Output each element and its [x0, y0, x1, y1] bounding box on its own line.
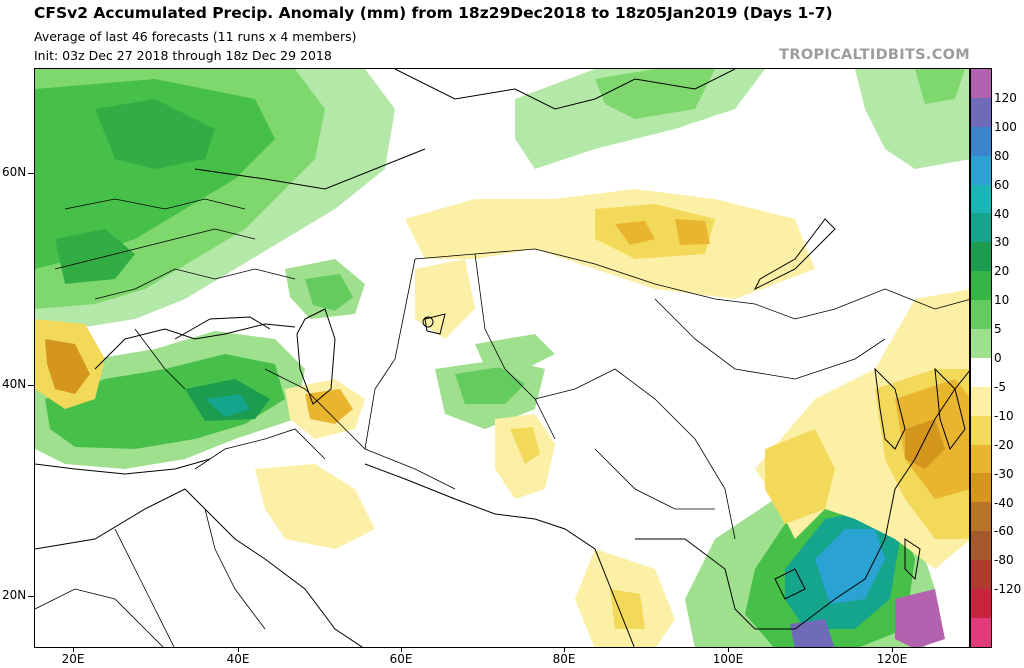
- lon-tick: [564, 647, 565, 652]
- colorbar-label: 120: [994, 90, 1017, 105]
- colorbar-segment: [971, 97, 991, 127]
- lat-label-20n: 20N: [2, 588, 27, 602]
- dry-anomaly-iran: [255, 379, 555, 549]
- lon-tick: [728, 647, 729, 652]
- colorbar-segment: [971, 271, 991, 301]
- map-subtitle-init: Init: 03z Dec 27 2018 through 18z Dec 29…: [34, 48, 332, 63]
- map-subtitle-runs: Average of last 46 forecasts (11 runs x …: [34, 29, 357, 44]
- lon-tick: [238, 647, 239, 652]
- dry-anomaly-mongolia: [405, 189, 815, 339]
- wet-anomaly-siberia: [515, 69, 969, 169]
- colorbar-segment: [971, 386, 991, 416]
- colorbar-label: 40: [994, 206, 1010, 221]
- lat-label-60n: 60N: [2, 165, 27, 179]
- lon-label-60e: 60E: [389, 652, 413, 666]
- colorbar-segment: [971, 502, 991, 532]
- colorbar-label: -5: [994, 379, 1006, 394]
- lon-label-40e: 40E: [226, 652, 250, 666]
- colorbar-segment: [971, 329, 991, 358]
- lon-label-20e: 20E: [61, 652, 85, 666]
- colorbar-segment: [971, 184, 991, 214]
- dry-anomaly-balkans: [35, 319, 105, 409]
- lon-tick: [892, 647, 893, 652]
- colorbar-label: -120: [994, 582, 1022, 597]
- lat-tick: [28, 385, 34, 386]
- colorbar-label: 5: [994, 322, 1002, 337]
- colorbar-segment: [971, 473, 991, 503]
- colorbar-label: -80: [994, 553, 1014, 568]
- colorbar-label: -10: [994, 408, 1014, 423]
- colorbar-label: -30: [994, 466, 1014, 481]
- colorbar-label: 30: [994, 235, 1010, 250]
- lat-tick: [28, 596, 34, 597]
- brand-watermark: TROPICALTIDBITS.COM: [779, 47, 970, 63]
- colorbar-segment: [971, 531, 991, 561]
- colorbar-label: -40: [994, 495, 1014, 510]
- lon-label-100e: 100E: [712, 652, 744, 666]
- lon-tick: [73, 647, 74, 652]
- dry-anomaly-india: [575, 549, 675, 647]
- colorbar-label: 10: [994, 293, 1010, 308]
- country-borders: [35, 198, 969, 647]
- colorbar-segment: [971, 560, 991, 590]
- colorbar-segment: [971, 242, 991, 272]
- colorbar: [970, 68, 992, 648]
- colorbar-segment: [971, 155, 991, 185]
- colorbar-label: -20: [994, 437, 1014, 452]
- colorbar-label: 60: [994, 177, 1010, 192]
- lat-tick: [28, 173, 34, 174]
- wet-anomaly-caspian: [285, 259, 365, 319]
- precip-anomaly-map: [34, 68, 970, 648]
- colorbar-label: -60: [994, 524, 1014, 539]
- colorbar-segment: [971, 415, 991, 445]
- dry-anomaly-east-asia: [755, 289, 969, 569]
- map-title: CFSv2 Accumulated Precip. Anomaly (mm) f…: [34, 4, 833, 22]
- colorbar-label: 80: [994, 148, 1010, 163]
- colorbar-segment: [971, 444, 991, 474]
- colorbar-segment: [971, 617, 991, 647]
- lon-label-80e: 80E: [552, 652, 576, 666]
- colorbar-segment: [971, 126, 991, 156]
- colorbar-segment: [971, 69, 991, 98]
- lon-label-120e: 120E: [876, 652, 908, 666]
- colorbar-label: 100: [994, 119, 1017, 134]
- lon-tick: [401, 647, 402, 652]
- lat-label-40n: 40N: [2, 377, 27, 391]
- wet-anomaly-europe: [35, 69, 395, 327]
- colorbar-segment: [971, 357, 991, 387]
- coastlines: [35, 69, 969, 647]
- colorbar-segment: [971, 300, 991, 330]
- wet-anomaly-afghanistan: [435, 334, 555, 429]
- colorbar-label: 0: [994, 351, 1002, 365]
- wet-anomaly-south-china-sea: [685, 479, 945, 647]
- map-canvas: [35, 69, 969, 647]
- colorbar-segment: [971, 589, 991, 618]
- colorbar-label: 20: [994, 264, 1010, 279]
- colorbar-segment: [971, 213, 991, 243]
